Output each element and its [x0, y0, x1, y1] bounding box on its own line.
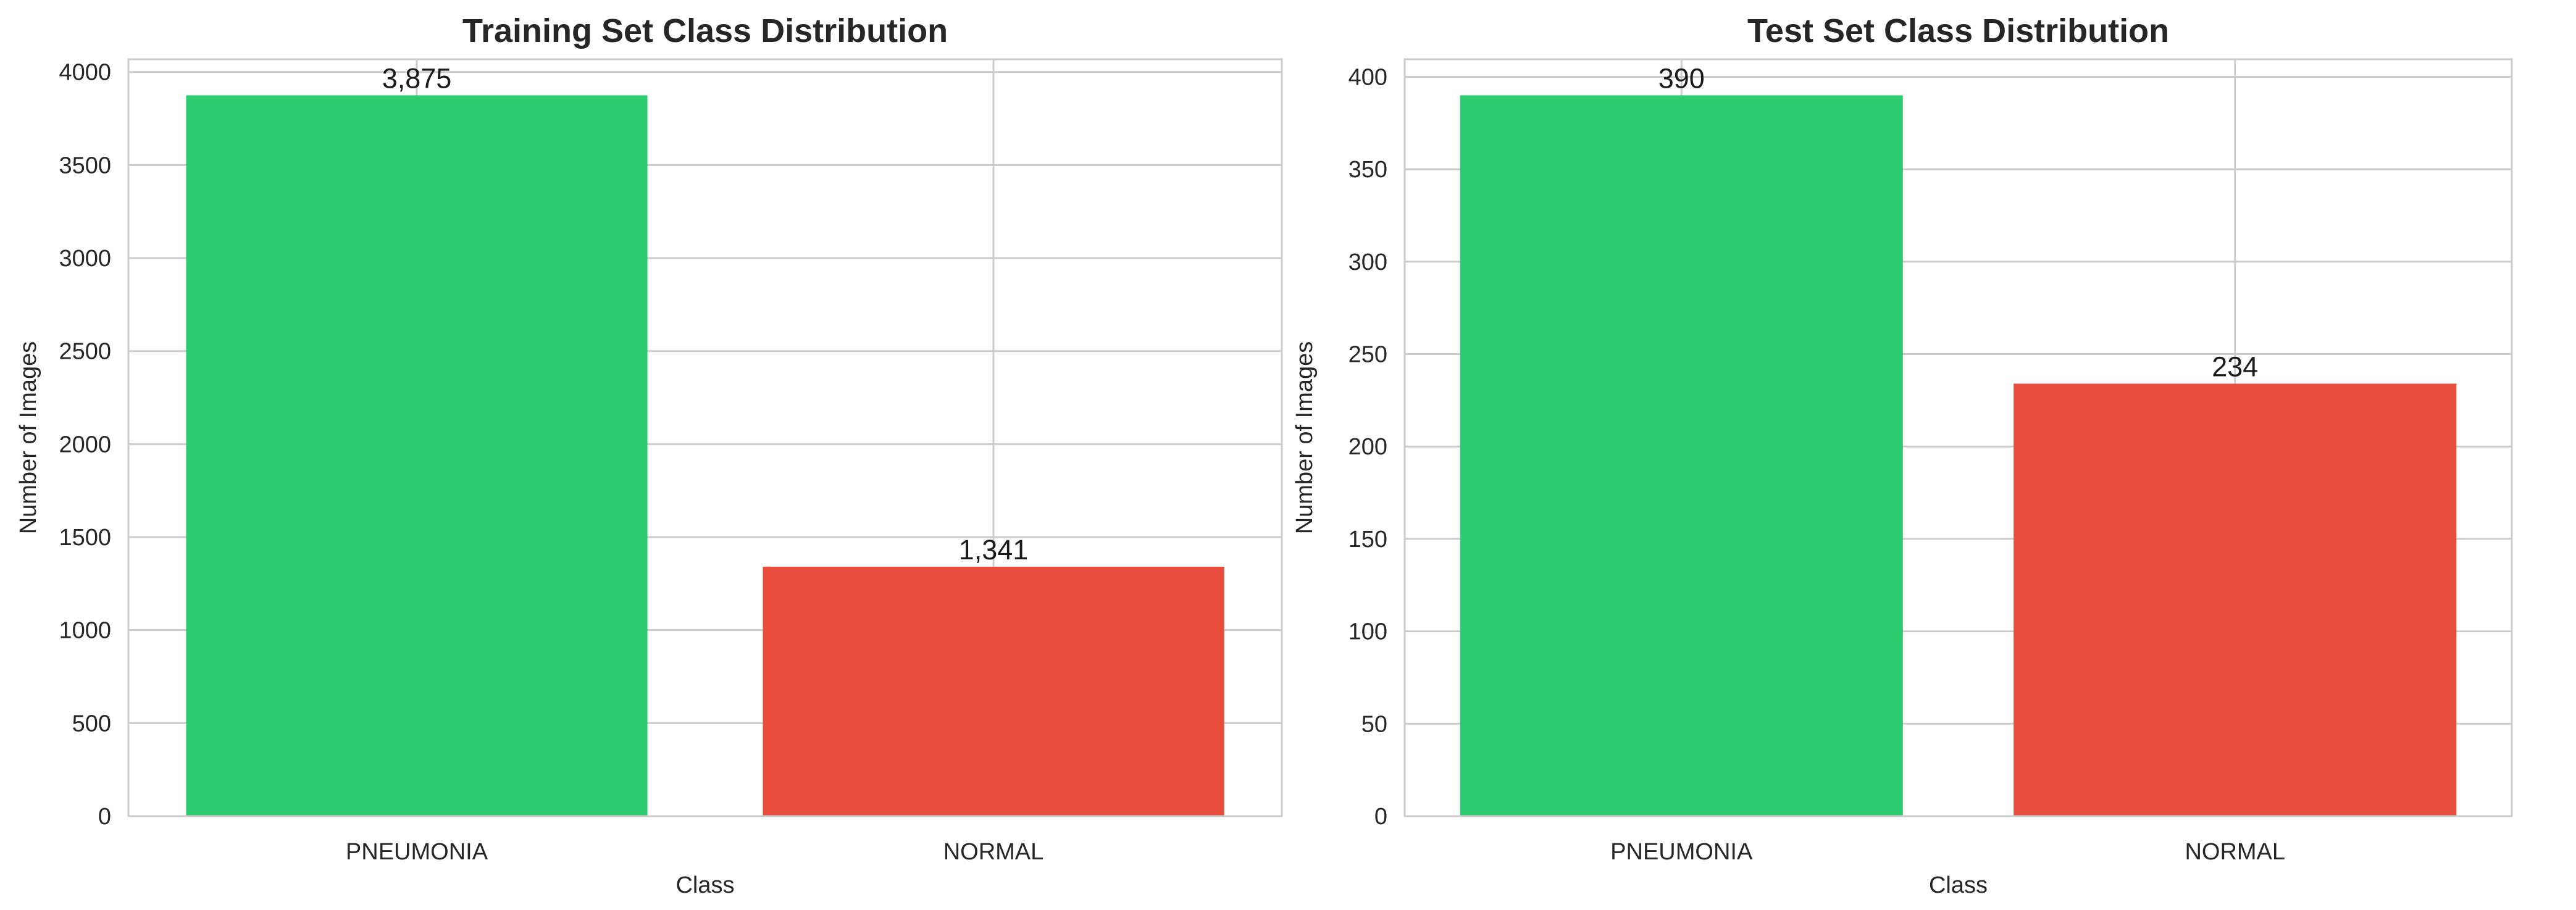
test-x-axis-label: Class [1929, 872, 1988, 898]
test-y-tick-label: 100 [1349, 619, 1387, 645]
test-data-label: 234 [2212, 351, 2258, 382]
training-bar-normal [763, 566, 1224, 816]
training-y-tick-label: 1500 [59, 525, 111, 551]
training-y-tick-label: 2000 [59, 432, 111, 457]
training-x-tick-label: NORMAL [943, 839, 1044, 865]
training-y-tick-label: 1000 [59, 618, 111, 644]
training-y-tick-label: 4000 [59, 60, 111, 86]
training-y-tick-label: 2500 [59, 339, 111, 365]
test-data-label: 390 [1658, 62, 1705, 94]
test-x-tick-label: PNEUMONIA [1610, 839, 1753, 865]
training-chart: 3,875 1,341 0 500 1000 1500 2000 2500 3000 3500 40… [15, 12, 1283, 898]
training-data-label: 3,875 [382, 62, 452, 94]
training-y-axis-label: Number of Images [15, 341, 41, 535]
training-bar-pneumonia [186, 95, 648, 816]
training-x-tick-label: PNEUMONIA [346, 839, 488, 865]
test-y-tick-label: 150 [1349, 527, 1387, 553]
test-bar-normal [2014, 383, 2457, 816]
test-y-axis-label: Number of Images [1292, 341, 1318, 535]
training-y-tick-label: 0 [98, 804, 111, 830]
training-y-tick-label: 500 [72, 711, 111, 737]
training-y-tick-label: 3000 [59, 246, 111, 272]
test-plot-frame [1403, 58, 2513, 817]
test-chart-title: Test Set Class Distribution [1747, 12, 2169, 49]
training-plot-frame [127, 58, 1283, 817]
training-y-tick-label: 3500 [59, 152, 111, 178]
test-y-tick-label: 300 [1349, 249, 1387, 275]
test-chart: 390 234 0 50 100 150 200 250 300 350 400 PNEUMONIA N… [1292, 12, 2513, 898]
training-x-axis-label: Class [675, 872, 734, 898]
test-y-tick-label: 0 [1374, 804, 1387, 830]
test-y-tick-label: 400 [1349, 64, 1387, 90]
training-data-label: 1,341 [959, 534, 1029, 566]
test-y-tick-label: 350 [1349, 157, 1387, 183]
training-chart-title: Training Set Class Distribution [462, 12, 948, 49]
test-x-tick-label: NORMAL [2185, 839, 2285, 865]
test-y-tick-label: 200 [1349, 434, 1387, 460]
test-y-tick-label: 50 [1361, 711, 1387, 737]
test-y-tick-label: 250 [1349, 342, 1387, 368]
test-bar-pneumonia [1460, 95, 1903, 816]
